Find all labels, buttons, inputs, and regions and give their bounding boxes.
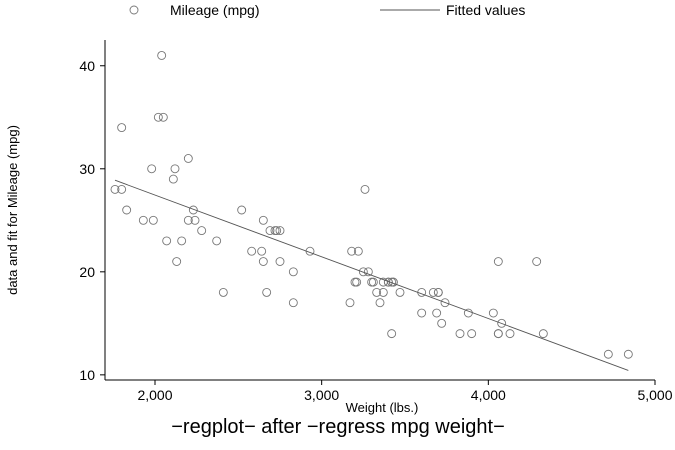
data-point — [493, 257, 503, 266]
data-point — [372, 287, 382, 297]
x-tick-label: 3,000 — [304, 387, 339, 403]
data-point — [603, 349, 613, 359]
data-point — [190, 215, 200, 225]
data-point — [257, 246, 267, 256]
data-point — [417, 308, 427, 318]
data-point — [352, 277, 362, 287]
data-point — [117, 184, 127, 194]
data-point — [358, 267, 368, 277]
data-point — [168, 174, 178, 184]
y-tick-label: 10 — [79, 367, 95, 383]
data-point — [275, 257, 285, 266]
data-point — [237, 205, 247, 215]
data-point — [110, 184, 120, 194]
data-point — [162, 236, 172, 246]
data-point — [353, 246, 363, 256]
data-point — [395, 287, 405, 297]
chart-caption: −regplot− after −regress mpg weight− — [171, 416, 505, 438]
data-point — [138, 215, 148, 225]
legend-label-mileage: Mileage (mpg) — [170, 2, 259, 18]
data-point — [440, 298, 450, 308]
data-point — [275, 226, 285, 236]
y-axis-ticks: 10 20 30 40 — [79, 58, 105, 383]
scatter-points — [110, 51, 633, 359]
data-point — [350, 277, 360, 287]
data-point — [532, 257, 542, 266]
y-tick-label: 30 — [79, 161, 95, 177]
data-point — [288, 298, 298, 308]
data-point — [623, 349, 633, 359]
data-point — [493, 329, 503, 339]
y-axis-title: data and fit for Mileage (mpg) — [5, 125, 20, 295]
x-tick-label: 2,000 — [137, 387, 172, 403]
data-point — [197, 226, 207, 236]
x-tick-label: 5,000 — [637, 387, 672, 403]
data-point — [375, 298, 385, 308]
data-point — [247, 246, 257, 256]
data-point — [345, 298, 355, 308]
data-point — [488, 308, 498, 318]
data-point — [455, 329, 465, 339]
data-point — [212, 236, 222, 246]
data-point — [122, 205, 132, 215]
data-point — [177, 236, 187, 246]
data-point — [383, 277, 393, 287]
data-point — [347, 246, 357, 256]
data-point — [265, 226, 275, 236]
data-point — [387, 329, 397, 339]
legend: Mileage (mpg) Fitted values — [129, 2, 525, 18]
data-point — [367, 277, 377, 287]
data-point — [258, 215, 268, 225]
data-point — [272, 226, 282, 236]
fitted-values-line — [114, 179, 629, 371]
data-point — [158, 112, 168, 122]
data-point — [183, 215, 193, 225]
data-point — [505, 329, 515, 339]
y-tick-label: 40 — [79, 58, 95, 74]
y-tick-label: 20 — [79, 264, 95, 280]
data-point — [157, 51, 167, 60]
data-point — [153, 112, 163, 122]
data-point — [183, 154, 193, 163]
data-point — [172, 257, 182, 266]
data-point — [288, 267, 298, 277]
data-point — [117, 123, 127, 133]
data-point — [432, 308, 442, 318]
data-point — [467, 329, 477, 339]
data-point — [258, 257, 268, 266]
data-point — [360, 184, 370, 194]
data-point — [170, 164, 180, 174]
data-point — [497, 318, 507, 328]
data-point — [437, 318, 447, 328]
legend-marker-mileage — [129, 5, 139, 15]
data-point — [218, 287, 228, 297]
data-point — [188, 205, 198, 215]
fit-line-group — [114, 179, 629, 371]
data-point — [147, 164, 157, 174]
legend-label-fitted: Fitted values — [446, 2, 525, 18]
data-point — [378, 287, 388, 297]
data-point — [148, 215, 158, 225]
x-axis-title: Weight (lbs.) — [346, 400, 419, 415]
data-point — [368, 277, 378, 287]
data-point — [262, 287, 272, 297]
x-tick-label: 4,000 — [471, 387, 506, 403]
x-axis-ticks: 2,000 3,000 4,000 5,000 — [137, 380, 673, 403]
data-point — [433, 287, 443, 297]
data-point — [363, 267, 373, 277]
data-point — [538, 329, 548, 339]
data-point — [428, 287, 438, 297]
